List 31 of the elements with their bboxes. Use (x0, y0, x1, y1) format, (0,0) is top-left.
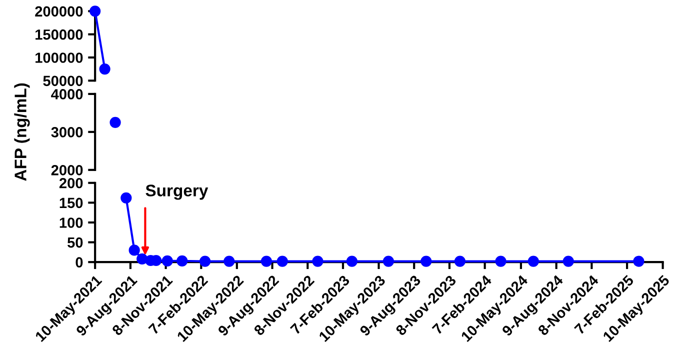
y-tick-label: 4000 (51, 89, 83, 100)
point (454, 256, 466, 267)
point (120, 192, 132, 204)
point (420, 256, 432, 267)
point (199, 256, 211, 267)
point (128, 244, 140, 256)
y-tick-label: 200 (59, 178, 83, 188)
point (176, 255, 188, 266)
y-tick-label: 2000 (51, 165, 83, 176)
y-tick-label: 0 (76, 257, 83, 268)
point (382, 256, 394, 267)
annotation: Surgery (146, 184, 208, 200)
y-tick-label: 3000 (51, 127, 83, 138)
point (528, 256, 539, 267)
y-tick-label: 150 (60, 198, 83, 208)
y-tick-label: 50 (68, 237, 83, 248)
y-tick-label: 100000 (36, 52, 83, 63)
point (162, 255, 173, 266)
point (562, 256, 574, 267)
point (260, 256, 272, 267)
y-axis-title: AFP (ng/mL) (14, 83, 30, 181)
point (633, 256, 644, 267)
point (312, 256, 324, 267)
y-tick-label: 50000 (43, 76, 83, 86)
point (224, 256, 235, 267)
point (276, 256, 288, 267)
point (495, 256, 506, 267)
point (346, 256, 358, 267)
y-tick-label: 200000 (35, 6, 83, 17)
y-tick-label: 150000 (36, 29, 83, 40)
y-tick-label: 100 (60, 218, 83, 228)
